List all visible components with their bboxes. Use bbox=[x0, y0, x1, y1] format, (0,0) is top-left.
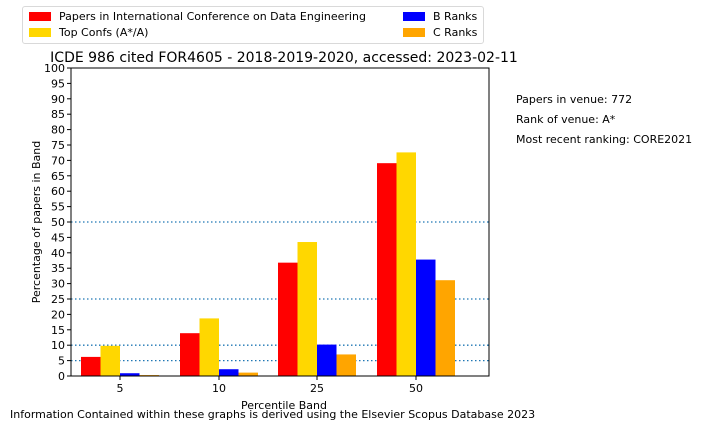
legend-swatch-2 bbox=[403, 11, 425, 21]
y-tick-label: 60 bbox=[51, 185, 65, 198]
legend-item-series-1: Top Confs (A*/A) bbox=[29, 26, 148, 40]
legend-swatch-1 bbox=[29, 27, 51, 37]
y-tick-label: 20 bbox=[51, 308, 65, 321]
bar-series3-25 bbox=[336, 354, 356, 376]
bar-series3-10 bbox=[238, 372, 258, 376]
legend-item-series-2: B Ranks bbox=[403, 10, 477, 24]
bar-series3-50 bbox=[435, 280, 455, 376]
y-tick-label: 80 bbox=[51, 124, 65, 137]
x-axis: 5 10 25 50 bbox=[117, 376, 423, 395]
y-tick-label: 45 bbox=[51, 231, 65, 244]
y-axis-label: Percentage of papers in Band bbox=[30, 141, 43, 303]
legend-label-2: B Ranks bbox=[433, 10, 478, 23]
bar-series0-5 bbox=[81, 356, 101, 376]
bar-series0-50 bbox=[377, 163, 397, 376]
bar-series1-5 bbox=[100, 345, 120, 376]
y-tick-label: 50 bbox=[51, 216, 65, 229]
legend: Papers in International Conference on Da… bbox=[22, 6, 484, 44]
y-tick-label: 75 bbox=[51, 139, 65, 152]
legend-item-series-0: Papers in International Conference on Da… bbox=[29, 10, 366, 24]
y-tick-label: 100 bbox=[44, 62, 65, 75]
rank-of-venue: Rank of venue: A* bbox=[516, 113, 616, 126]
y-tick-label: 70 bbox=[51, 154, 65, 167]
x-tick-label: 10 bbox=[212, 382, 226, 395]
bar-series2-5 bbox=[120, 373, 140, 376]
y-tick-label: 90 bbox=[51, 93, 65, 106]
y-tick-label: 55 bbox=[51, 201, 65, 214]
x-axis-label: Percentile Band bbox=[241, 399, 327, 412]
bar-series1-10 bbox=[199, 318, 219, 376]
bar-series1-50 bbox=[396, 152, 416, 376]
y-tick-label: 95 bbox=[51, 77, 65, 90]
legend-label-0: Papers in International Conference on Da… bbox=[59, 10, 366, 23]
bar-series0-10 bbox=[180, 333, 200, 376]
x-tick-label: 5 bbox=[117, 382, 124, 395]
bar-series2-10 bbox=[219, 369, 239, 376]
y-tick-label: 15 bbox=[51, 324, 65, 337]
y-tick-label: 40 bbox=[51, 247, 65, 260]
y-tick-label: 5 bbox=[58, 355, 65, 368]
bar-series0-25 bbox=[278, 262, 298, 376]
venue-info: Papers in venue: 772 Rank of venue: A* M… bbox=[516, 90, 692, 150]
y-tick-label: 65 bbox=[51, 170, 65, 183]
legend-swatch-3 bbox=[403, 27, 425, 37]
most-recent-ranking: Most recent ranking: CORE2021 bbox=[516, 133, 693, 146]
y-tick-label: 35 bbox=[51, 262, 65, 275]
y-tick-label: 85 bbox=[51, 108, 65, 121]
legend-item-series-3: C Ranks bbox=[403, 26, 477, 40]
y-tick-label: 10 bbox=[51, 339, 65, 352]
y-tick-label: 25 bbox=[51, 293, 65, 306]
legend-label-1: Top Confs (A*/A) bbox=[59, 26, 149, 39]
chart-title: ICDE 986 cited FOR4605 - 2018-2019-2020,… bbox=[50, 50, 518, 66]
y-tick-label: 0 bbox=[58, 370, 65, 383]
bar-series2-50 bbox=[416, 259, 436, 376]
y-axis: 0 5 10 15 20 25 30 35 40 45 50 55 60 65 70 75 80 85 90 95 10… bbox=[44, 62, 71, 383]
x-tick-label: 50 bbox=[409, 382, 423, 395]
bar-series2-25 bbox=[317, 344, 337, 376]
legend-swatch-0 bbox=[29, 11, 51, 21]
x-tick-label: 25 bbox=[310, 382, 324, 395]
bar-series1-25 bbox=[297, 242, 317, 376]
data-source-note: Information Contained within these graph… bbox=[10, 408, 536, 421]
bars bbox=[81, 152, 455, 376]
y-tick-label: 30 bbox=[51, 278, 65, 291]
legend-label-3: C Ranks bbox=[433, 26, 478, 39]
papers-in-venue: Papers in venue: 772 bbox=[516, 93, 633, 106]
